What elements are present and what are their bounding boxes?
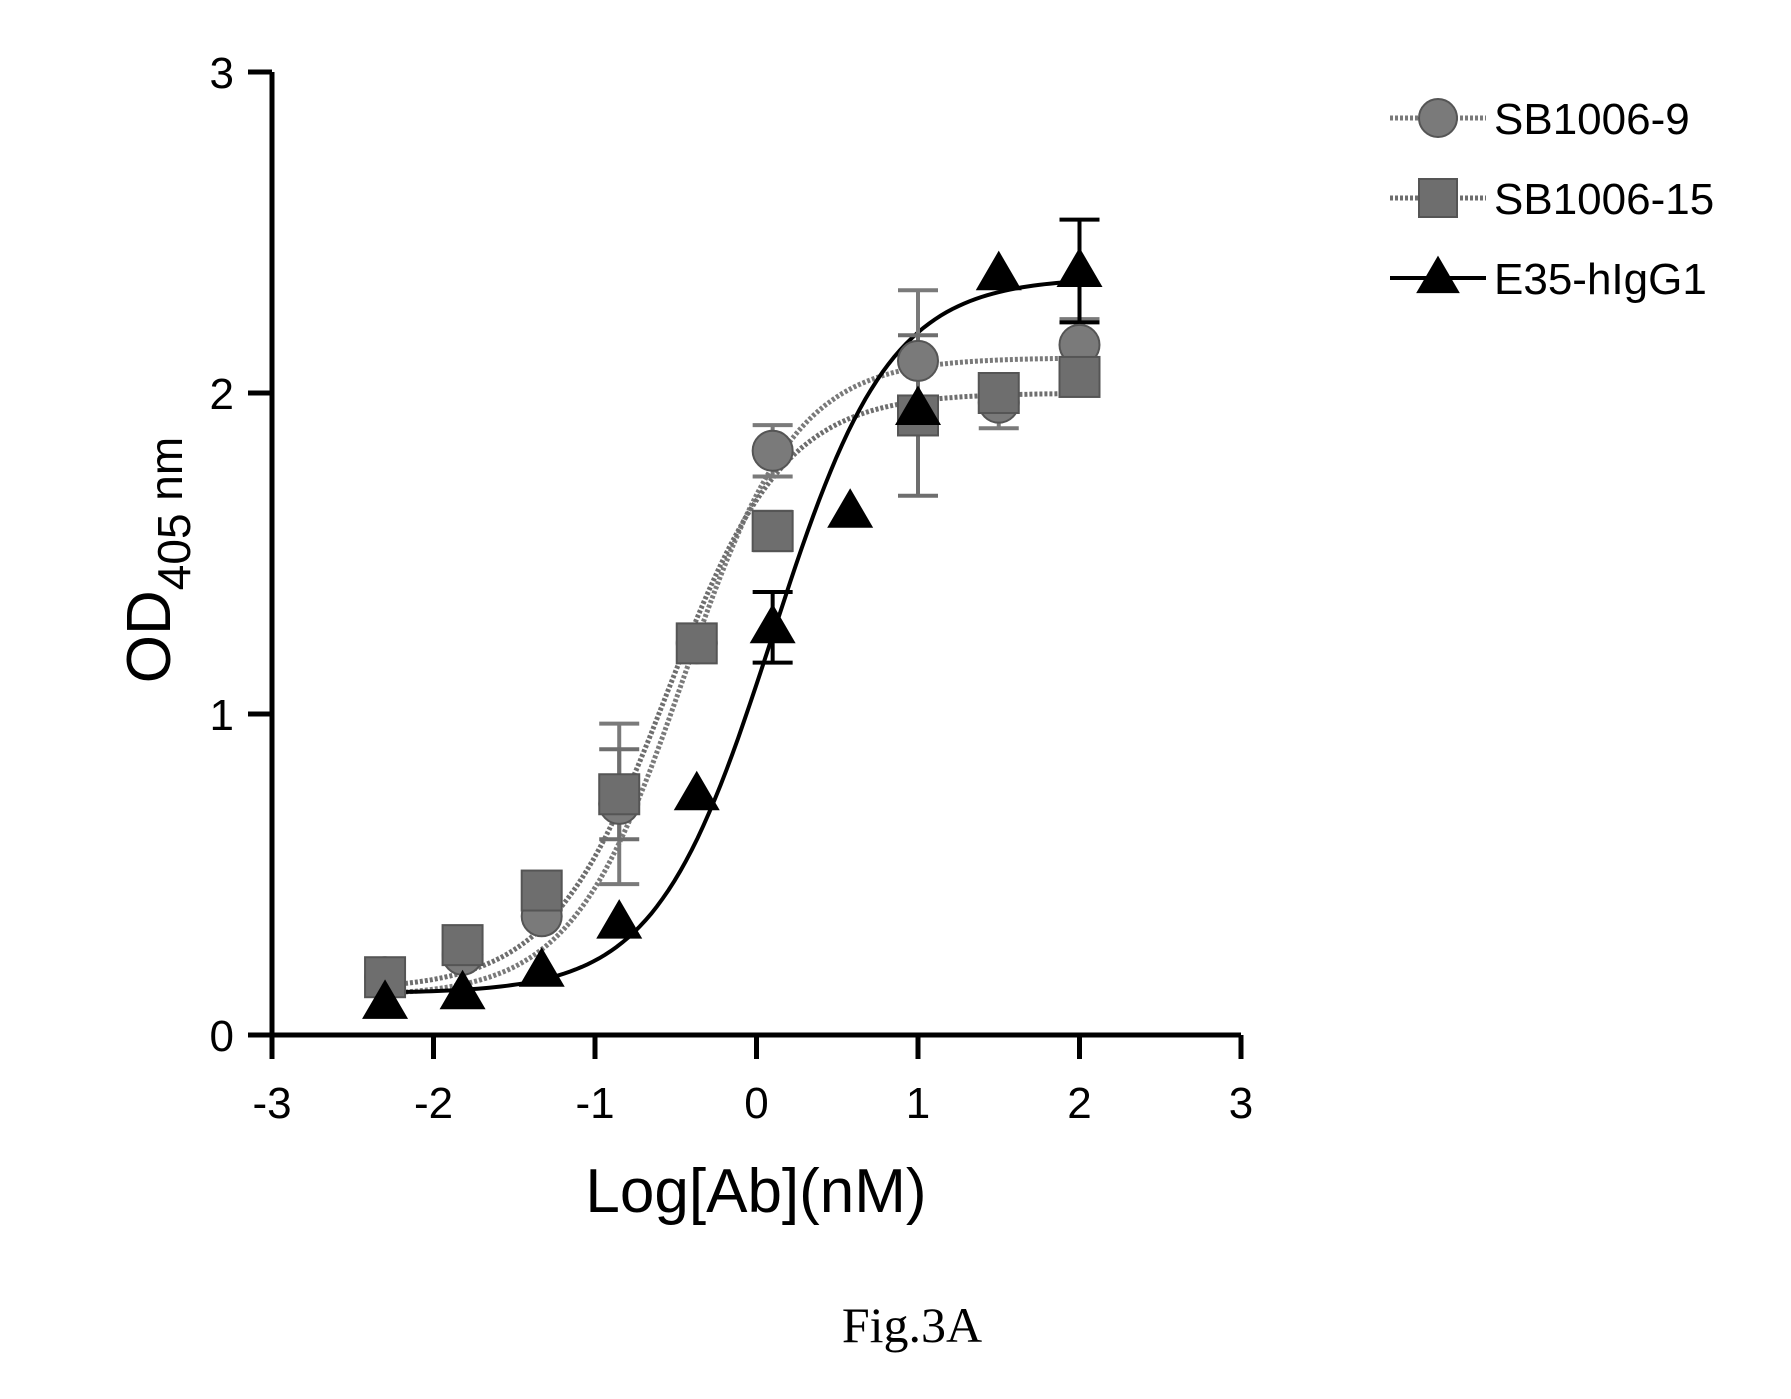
data-point-triangle bbox=[518, 947, 565, 987]
data-markers bbox=[362, 247, 1103, 1019]
x-tick-label: 1 bbox=[906, 1079, 930, 1128]
x-tick-label: -3 bbox=[252, 1079, 291, 1128]
data-point-triangle bbox=[895, 385, 941, 426]
data-point-triangle bbox=[827, 488, 874, 528]
data-point-triangle bbox=[975, 250, 1022, 291]
x-tick-label: -2 bbox=[414, 1079, 453, 1128]
y-axis-title-unit bbox=[140, 501, 192, 514]
y-axis-title-main: OD bbox=[115, 590, 184, 683]
x-axis-ticks: -3 -2 -1 0 1 2 3 bbox=[252, 1035, 1253, 1128]
data-point-triangle bbox=[362, 979, 409, 1019]
data-point-triangle bbox=[1056, 247, 1103, 287]
y-axis-title-unit-text: nm bbox=[140, 437, 192, 501]
legend-item: SB1006-15 bbox=[1390, 175, 1714, 224]
y-tick-label: 1 bbox=[210, 691, 234, 740]
legend-item: E35-hIgG1 bbox=[1390, 255, 1707, 304]
y-tick-label: 2 bbox=[210, 370, 234, 419]
data-point-square bbox=[441, 924, 484, 967]
figure-caption: Fig.3A bbox=[842, 1297, 982, 1353]
error-bars bbox=[599, 217, 1100, 887]
data-point-square bbox=[751, 510, 794, 553]
data-point-triangle bbox=[673, 770, 720, 811]
fit-curve bbox=[384, 355, 1080, 996]
fit-curves bbox=[384, 279, 1080, 996]
fit-curve bbox=[385, 279, 1080, 995]
y-tick-label: 3 bbox=[210, 49, 234, 98]
x-tick-label: 2 bbox=[1067, 1079, 1091, 1128]
legend: SB1006-9 SB1006-15 E35-hIgG1 bbox=[1390, 95, 1714, 304]
plot-area: -3 -2 -1 0 1 2 3 0 1 2 3 bbox=[210, 49, 1254, 1128]
x-tick-label: 3 bbox=[1229, 1079, 1253, 1128]
fit-curve bbox=[384, 391, 1080, 988]
y-axis-ticks: 0 1 2 3 bbox=[210, 49, 272, 1061]
y-axis-title: OD405 nm bbox=[115, 437, 200, 683]
data-point-square bbox=[1418, 178, 1458, 218]
data-point-circle bbox=[1418, 98, 1458, 138]
x-tick-label: 0 bbox=[744, 1079, 768, 1128]
data-point-square bbox=[1058, 355, 1101, 398]
y-tick-label: 0 bbox=[210, 1012, 234, 1061]
legend-item: SB1006-9 bbox=[1390, 95, 1690, 144]
data-point-triangle bbox=[1416, 255, 1460, 294]
data-point-circle bbox=[751, 429, 794, 472]
y-axis-title-subscript: 405 bbox=[148, 513, 200, 590]
data-point-square bbox=[598, 773, 641, 816]
data-point-circle bbox=[897, 339, 939, 382]
legend-label: E35-hIgG1 bbox=[1494, 255, 1707, 304]
x-axis-title: Log[Ab](nM) bbox=[585, 1157, 926, 1226]
data-point-square bbox=[977, 372, 1020, 414]
data-point-triangle bbox=[749, 603, 796, 644]
x-tick-label: -1 bbox=[575, 1079, 614, 1128]
data-point-square bbox=[520, 869, 563, 912]
legend-label: SB1006-9 bbox=[1494, 95, 1690, 144]
data-point-triangle bbox=[596, 899, 643, 939]
data-point-square bbox=[675, 622, 718, 665]
legend-label: SB1006-15 bbox=[1494, 175, 1714, 224]
data-point-triangle bbox=[439, 969, 486, 1010]
